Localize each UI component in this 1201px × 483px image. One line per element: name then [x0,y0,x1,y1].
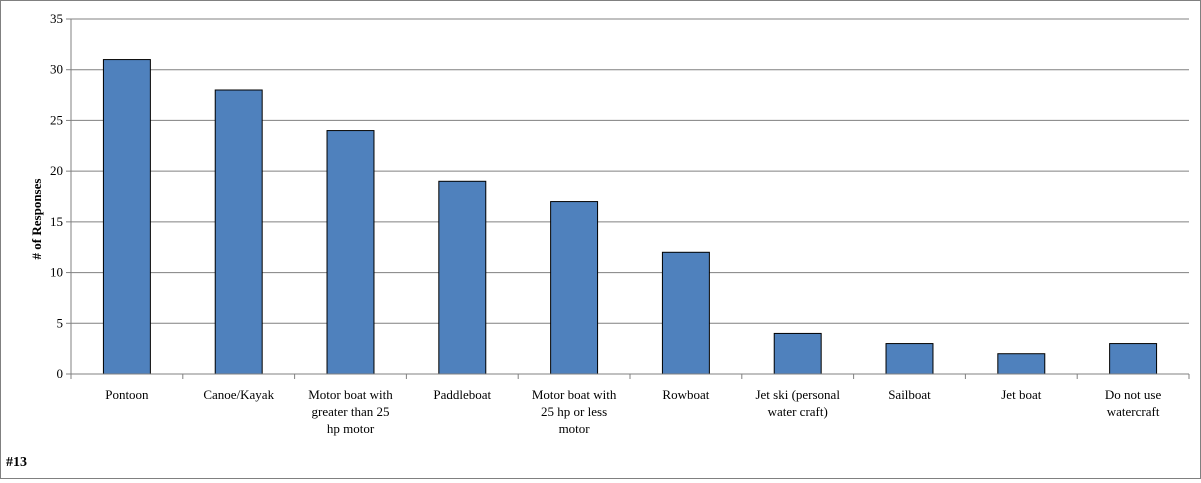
x-category-label-line: Pontoon [105,387,149,402]
x-category-label-line: 25 hp or less [541,404,607,419]
y-tick-label: 20 [50,163,63,178]
bar [773,332,822,375]
x-category-label: Motor boat with greater than 25 hp motor [308,387,393,436]
x-category-label: Rowboat [662,387,709,402]
x-category-label-line: Rowboat [662,387,709,402]
x-category-label-line: watercraft [1107,404,1160,419]
x-category-label: Jet ski (personal water craft) [755,387,840,419]
bar [885,343,934,375]
x-category-label-line: Jet ski (personal [755,387,840,402]
bar [214,89,263,375]
y-tick-label: 5 [57,315,64,330]
x-category-label: Sailboat [888,387,931,402]
x-category-label-line: Paddleboat [433,387,491,402]
bar [326,130,375,375]
x-category-label: Motor boat with 25 hp or less motor [532,387,617,436]
x-category-label-line: water craft) [768,404,828,419]
y-tick-label: 30 [50,62,63,77]
x-category-label-line: Do not use [1105,387,1162,402]
x-category-labels: Pontoon Canoe/Kayak Motor boat with greater… [105,387,1161,436]
x-category-label-line: Jet boat [1001,387,1041,402]
x-category-label: Pontoon [105,387,149,402]
bar [1109,343,1158,375]
y-tick-label: 35 [50,11,63,26]
x-category-label-line: Motor boat with [308,387,393,402]
x-category-label: Paddleboat [433,387,491,402]
x-category-label-line: greater than 25 [312,404,390,419]
x-category-label-line: Motor boat with [532,387,617,402]
bars [102,59,1158,375]
bar [997,353,1046,375]
x-category-label: Canoe/Kayak [203,387,274,402]
y-tick-label: 10 [50,265,63,280]
y-tick-label: 25 [50,112,63,127]
x-category-label-line: Sailboat [888,387,931,402]
x-category-label: Jet boat [1001,387,1041,402]
y-tick-labels: 0 5 10 15 20 25 30 35 [50,11,63,381]
x-category-label-line: Canoe/Kayak [203,387,274,402]
bar [550,201,599,375]
bar [438,180,487,375]
x-category-label: Do not use watercraft [1105,387,1162,419]
x-category-label-line: hp motor [327,421,375,436]
y-tick-label: 15 [50,214,63,229]
axes [66,18,1190,379]
y-axis-title: # of Responses [29,179,44,260]
bar [661,251,710,375]
figure-number: #13 [6,455,27,470]
x-category-label-line: motor [559,421,591,436]
y-tick-label: 0 [57,366,64,381]
bar [102,59,151,375]
